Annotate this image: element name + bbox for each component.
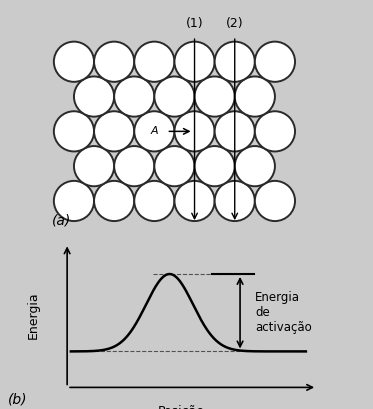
Circle shape (175, 181, 214, 221)
Circle shape (154, 146, 195, 186)
Circle shape (214, 111, 255, 151)
Circle shape (195, 146, 235, 186)
Circle shape (214, 42, 255, 82)
Text: (a): (a) (52, 213, 71, 227)
Text: A: A (151, 126, 158, 136)
Text: Energia
de
activação: Energia de activação (255, 291, 312, 334)
Circle shape (134, 181, 175, 221)
Circle shape (214, 181, 255, 221)
Text: (b): (b) (7, 393, 27, 407)
Text: Posição: Posição (157, 405, 204, 409)
Circle shape (255, 181, 295, 221)
Circle shape (74, 146, 114, 186)
Circle shape (235, 76, 275, 117)
Circle shape (175, 42, 214, 82)
Circle shape (54, 42, 94, 82)
Circle shape (154, 76, 195, 117)
Circle shape (134, 111, 175, 151)
Circle shape (54, 181, 94, 221)
Circle shape (175, 111, 214, 151)
Circle shape (255, 111, 295, 151)
Text: Energia: Energia (27, 292, 40, 339)
Circle shape (54, 111, 94, 151)
Text: (2): (2) (226, 17, 244, 30)
Circle shape (74, 76, 114, 117)
Circle shape (134, 42, 175, 82)
Circle shape (114, 76, 154, 117)
Circle shape (94, 181, 134, 221)
Circle shape (94, 42, 134, 82)
Circle shape (94, 111, 134, 151)
Circle shape (235, 146, 275, 186)
Circle shape (255, 42, 295, 82)
Circle shape (114, 146, 154, 186)
Circle shape (195, 76, 235, 117)
Text: (1): (1) (186, 17, 203, 30)
